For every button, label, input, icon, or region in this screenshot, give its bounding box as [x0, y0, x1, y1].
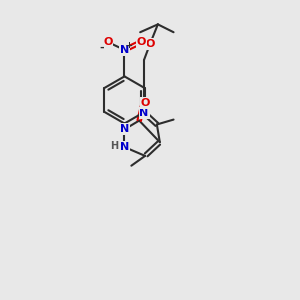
Text: -: -	[100, 43, 104, 53]
Text: O: O	[145, 39, 155, 49]
Text: O: O	[136, 37, 146, 47]
Text: N: N	[140, 108, 149, 118]
Text: N: N	[120, 142, 129, 152]
Text: +: +	[125, 41, 132, 50]
Text: N: N	[120, 124, 129, 134]
Text: N: N	[120, 45, 129, 55]
Text: O: O	[140, 98, 150, 108]
Text: H: H	[111, 141, 119, 151]
Text: O: O	[103, 37, 112, 47]
